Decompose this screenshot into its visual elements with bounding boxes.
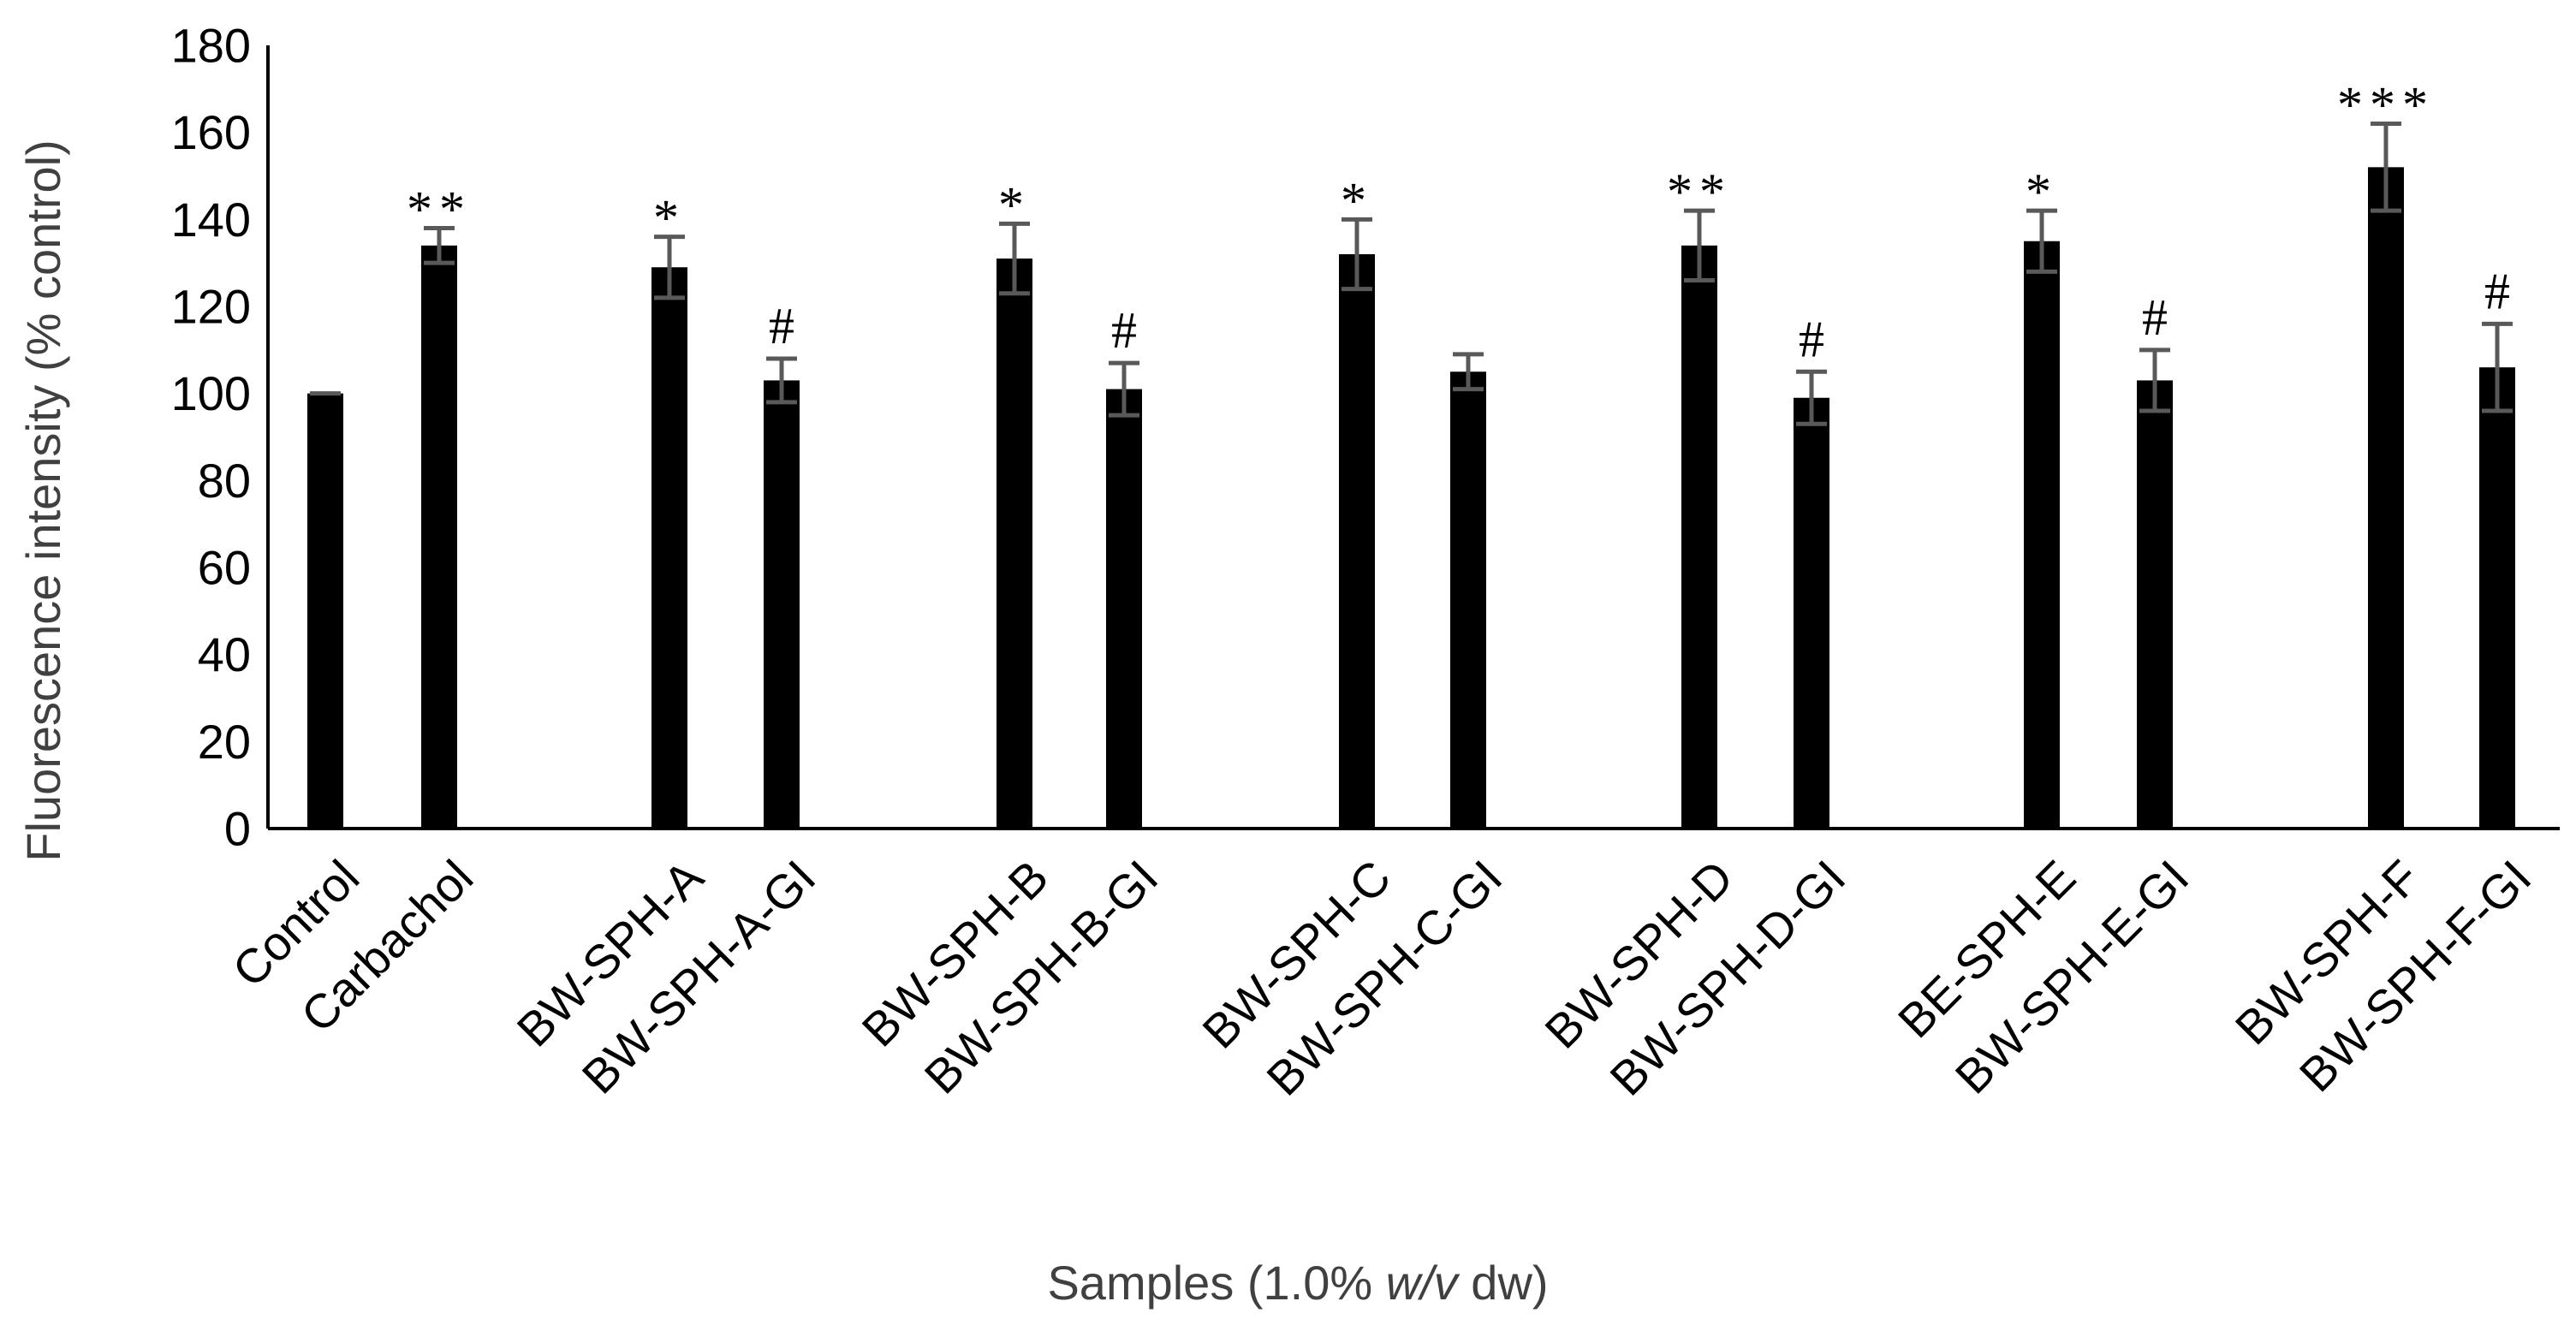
y-tick-label: 60 xyxy=(198,541,251,595)
error-bar xyxy=(654,235,685,300)
annotation-asterisk: ** xyxy=(407,181,472,238)
error-bar xyxy=(1453,352,1484,392)
bar xyxy=(764,380,800,829)
y-tick-label: 180 xyxy=(171,19,251,73)
x-axis-title-part-1: Samples (1.0% xyxy=(1047,1256,1385,1310)
y-tick-label: 20 xyxy=(198,715,251,769)
x-axis-title: Samples (1.0% w/v dw) xyxy=(1047,1256,1548,1310)
bar xyxy=(1794,397,1829,829)
bar xyxy=(651,267,687,829)
x-axis-title-part-3: dw) xyxy=(1458,1256,1549,1310)
significance-annotations: ** *#*#* **#*#***# xyxy=(407,77,2510,368)
annotation-asterisk: * xyxy=(653,190,686,247)
bar xyxy=(1450,371,1486,829)
bar xyxy=(1681,245,1717,829)
error-bar xyxy=(2371,122,2401,213)
y-tick-label: 100 xyxy=(171,366,251,420)
y-tick-label: 80 xyxy=(198,454,251,508)
y-axis-title: Fluorescence intensity (% control) xyxy=(16,140,70,861)
error-bar xyxy=(999,221,1030,296)
y-tick-label: 140 xyxy=(171,193,251,247)
error-bar xyxy=(766,356,797,405)
y-axis-ticks: 0 20 40 60 80 100 120 140 160 180 xyxy=(171,19,251,856)
bar xyxy=(996,258,1032,829)
bar xyxy=(2368,167,2404,829)
bars xyxy=(307,167,2515,829)
x-axis-title-part-2: w/v xyxy=(1386,1256,1461,1310)
y-tick-label: 0 xyxy=(224,802,251,856)
bar xyxy=(2137,380,2173,829)
error-bar xyxy=(1342,217,1372,292)
annotation-asterisk: * xyxy=(1341,172,1373,229)
error-bar xyxy=(424,226,455,265)
error-bar xyxy=(1109,360,1139,418)
error-bar xyxy=(2482,321,2513,413)
bar xyxy=(1106,389,1142,829)
error-bar xyxy=(1796,369,1827,426)
bar xyxy=(2479,367,2515,829)
bar xyxy=(2024,241,2060,829)
annotation-asterisk: * xyxy=(2026,163,2058,220)
y-tick-label: 40 xyxy=(198,627,251,681)
bar xyxy=(307,393,343,829)
y-tick-label: 160 xyxy=(171,105,251,159)
y-tick-label: 120 xyxy=(171,280,251,334)
error-bars xyxy=(310,122,2513,426)
annotation-asterisk: * xyxy=(998,176,1031,233)
error-bar xyxy=(1684,208,1715,282)
annotation-asterisk: ** xyxy=(1667,163,1732,220)
annotation-hash: # xyxy=(1111,302,1137,359)
bar xyxy=(421,245,457,829)
annotation-hash: # xyxy=(2484,263,2510,319)
annotation-hash: # xyxy=(1799,311,1824,367)
annotation-hash: # xyxy=(2142,289,2168,346)
annotation-asterisk: *** xyxy=(2337,77,2435,134)
error-bar xyxy=(2139,348,2170,413)
annotation-hash: # xyxy=(769,298,794,354)
error-bar xyxy=(2026,208,2057,274)
bar xyxy=(1339,254,1375,829)
